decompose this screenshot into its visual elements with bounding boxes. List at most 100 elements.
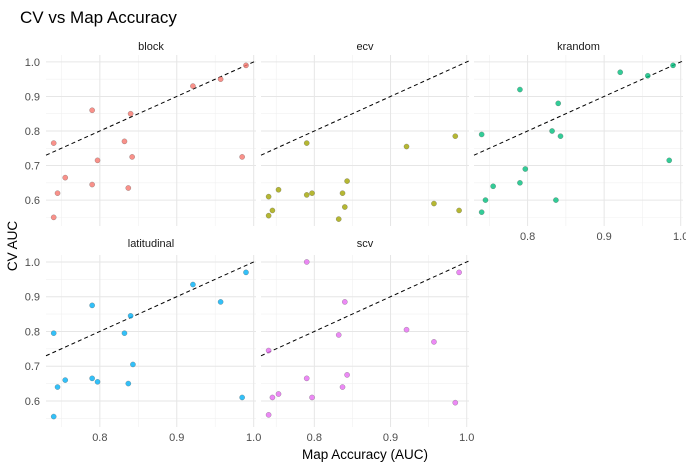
data-point bbox=[50, 214, 57, 221]
data-point bbox=[522, 166, 529, 172]
x-tick-label: 1.0 bbox=[673, 231, 686, 243]
reference-line-y-equals-x bbox=[260, 60, 470, 156]
data-point bbox=[269, 394, 276, 401]
grid-lines bbox=[474, 55, 683, 226]
data-point bbox=[239, 394, 246, 401]
facet-strip-label: scv bbox=[357, 238, 374, 250]
data-point bbox=[125, 380, 132, 387]
data-point bbox=[129, 154, 136, 160]
x-tick-label: 0.9 bbox=[383, 432, 398, 444]
data-point bbox=[50, 140, 57, 146]
data-point bbox=[517, 179, 523, 186]
data-point bbox=[403, 326, 410, 333]
data-point bbox=[265, 193, 272, 200]
data-point bbox=[89, 302, 96, 309]
data-point bbox=[666, 157, 673, 164]
data-point bbox=[478, 209, 485, 216]
chart-title: CV vs Map Accuracy bbox=[20, 8, 177, 27]
data-point bbox=[54, 384, 61, 390]
data-point bbox=[275, 391, 282, 397]
data-point bbox=[456, 269, 462, 276]
y-tick-label: 0.6 bbox=[25, 396, 40, 408]
data-point bbox=[341, 299, 348, 305]
data-point bbox=[553, 197, 559, 203]
data-point bbox=[482, 197, 489, 203]
reference-line-y-equals-x bbox=[260, 260, 470, 357]
data-point bbox=[456, 207, 462, 214]
facet-panel-latitudinal: latitudinal 0.6 0.7 0.8 0.9 1.0 0.8 0.9 1.0 bbox=[25, 238, 262, 444]
data-point bbox=[50, 413, 57, 420]
x-tick-label: 1.0 bbox=[459, 432, 474, 444]
data-point bbox=[265, 212, 272, 219]
facet-panel-scv: scv 0.8 0.9 1.0 bbox=[260, 238, 474, 444]
data-point bbox=[243, 62, 249, 69]
x-tick-label: 0.8 bbox=[520, 231, 535, 243]
data-point bbox=[50, 330, 57, 337]
data-point bbox=[309, 394, 315, 401]
data-point bbox=[130, 361, 136, 368]
x-tick-label: 1.0 bbox=[246, 432, 261, 444]
data-point bbox=[121, 330, 128, 337]
data-point bbox=[431, 200, 437, 207]
data-point bbox=[127, 312, 134, 319]
data-point bbox=[121, 138, 128, 145]
data-point bbox=[275, 186, 282, 193]
data-point bbox=[403, 143, 410, 150]
data-point bbox=[644, 72, 651, 79]
facet-strip-label: latitudinal bbox=[128, 238, 174, 250]
data-point bbox=[94, 157, 101, 164]
data-point bbox=[431, 339, 437, 345]
x-tick-label: 0.8 bbox=[92, 432, 107, 444]
data-point bbox=[303, 375, 310, 382]
data-point bbox=[557, 133, 564, 140]
x-tick-label: 0.9 bbox=[169, 432, 184, 444]
data-point bbox=[94, 378, 101, 385]
facet-strip-label: ecv bbox=[356, 41, 374, 53]
data-point bbox=[335, 216, 342, 222]
y-tick-label: 0.8 bbox=[25, 326, 40, 338]
data-point bbox=[517, 86, 523, 93]
data-point bbox=[217, 299, 224, 305]
facet-panel-block: block 0.6 0.7 0.8 0.9 1.0 bbox=[25, 41, 257, 226]
data-point bbox=[670, 62, 676, 69]
facet-panel-ecv: ecv bbox=[260, 41, 470, 226]
x-axis-label: Map Accuracy (AUC) bbox=[302, 447, 428, 462]
grid-lines bbox=[261, 55, 469, 226]
grid-lines bbox=[261, 255, 469, 427]
y-tick-label: 1.0 bbox=[25, 257, 40, 269]
data-point bbox=[335, 332, 342, 338]
data-point bbox=[190, 83, 196, 89]
y-tick-label: 0.7 bbox=[25, 361, 40, 373]
data-point bbox=[478, 131, 485, 138]
data-point bbox=[62, 174, 69, 181]
data-point bbox=[617, 69, 624, 76]
data-point bbox=[54, 190, 61, 197]
data-point bbox=[490, 183, 496, 190]
data-point bbox=[339, 190, 346, 197]
data-point bbox=[452, 399, 459, 406]
data-point bbox=[303, 192, 310, 198]
grid-lines bbox=[46, 55, 256, 226]
data-point bbox=[190, 281, 196, 288]
data-point bbox=[89, 375, 96, 382]
data-point bbox=[452, 133, 459, 140]
data-point bbox=[127, 110, 134, 117]
y-tick-label: 0.8 bbox=[25, 126, 40, 138]
data-point bbox=[269, 207, 276, 214]
x-tick-label: 0.8 bbox=[307, 432, 322, 444]
data-point bbox=[89, 107, 96, 114]
data-point bbox=[339, 384, 346, 390]
y-tick-label: 0.9 bbox=[25, 292, 40, 304]
data-point bbox=[344, 372, 350, 378]
data-point bbox=[303, 259, 310, 265]
reference-line-y-equals-x bbox=[45, 60, 257, 156]
data-point bbox=[89, 181, 96, 188]
facet-panel-krandom: krandom 0.8 0.9 1.0 bbox=[473, 41, 686, 243]
data-point bbox=[549, 128, 555, 134]
data-point bbox=[243, 269, 249, 276]
data-point bbox=[125, 185, 132, 191]
reference-line-y-equals-x bbox=[473, 60, 684, 156]
data-point bbox=[265, 411, 272, 418]
